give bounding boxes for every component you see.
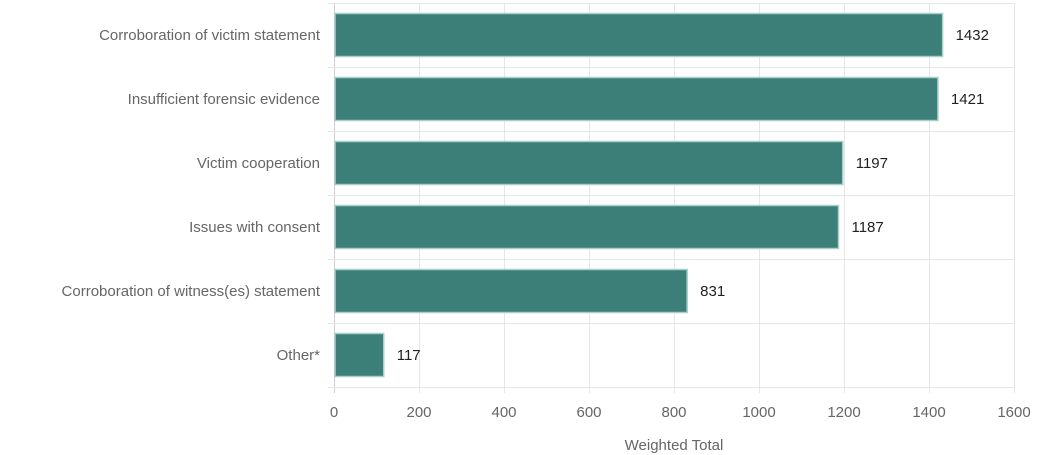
- data-label: 831: [700, 283, 725, 300]
- x-axis-ticks: 0 200 400 600 800 1000 1200 1400 1600: [330, 404, 1031, 421]
- bar: [334, 204, 840, 250]
- x-tick-label: 800: [661, 404, 686, 421]
- data-label: 117: [397, 347, 421, 364]
- category-label: Insufficient forensic evidence: [128, 91, 320, 108]
- grid-lines: [328, 3, 1015, 393]
- x-axis-title: Weighted Total: [625, 437, 724, 454]
- data-label: 1421: [951, 91, 984, 108]
- bar: [334, 76, 939, 122]
- x-tick-label: 400: [491, 404, 516, 421]
- bar: [334, 12, 944, 58]
- category-label: Other*: [277, 347, 321, 364]
- x-tick-label: 600: [576, 404, 601, 421]
- x-tick-label: 200: [406, 404, 431, 421]
- bars: [334, 12, 944, 378]
- bar: [334, 140, 844, 186]
- x-tick-label: 1200: [827, 404, 860, 421]
- x-tick-label: 0: [330, 404, 338, 421]
- data-label: 1197: [856, 155, 888, 172]
- x-tick-label: 1000: [742, 404, 775, 421]
- category-label: Victim cooperation: [197, 155, 320, 172]
- data-label: 1432: [956, 27, 989, 44]
- bar: [334, 332, 385, 378]
- x-tick-label: 1400: [912, 404, 945, 421]
- category-label: Issues with consent: [189, 219, 321, 236]
- category-label: Corroboration of victim statement: [99, 27, 321, 44]
- data-labels: 1432 1421 1197 1187 831 117: [397, 27, 989, 364]
- bar: [334, 268, 688, 314]
- data-label: 1187: [851, 219, 883, 236]
- category-labels: Corroboration of victim statement Insuffi…: [62, 27, 321, 364]
- category-label: Corroboration of witness(es) statement: [62, 283, 321, 300]
- x-tick-label: 1600: [997, 404, 1030, 421]
